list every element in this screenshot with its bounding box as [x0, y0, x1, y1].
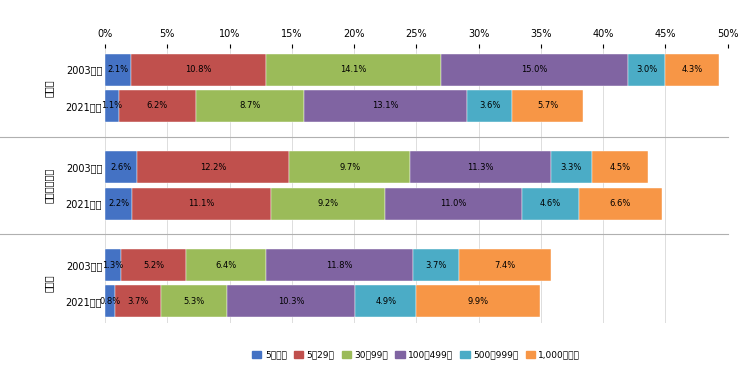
Bar [512, 90, 583, 122]
Text: 7.4%: 7.4% [494, 260, 515, 270]
Bar [227, 285, 356, 318]
Bar [304, 90, 467, 122]
Bar [105, 285, 115, 318]
Bar [133, 188, 271, 220]
Text: 11.1%: 11.1% [188, 199, 214, 208]
Bar [458, 249, 550, 281]
Text: 3.3%: 3.3% [560, 163, 582, 172]
Text: 0.8%: 0.8% [99, 297, 121, 306]
Bar [131, 53, 266, 86]
Text: 9.2%: 9.2% [317, 199, 338, 208]
Text: 2.2%: 2.2% [108, 199, 129, 208]
Text: 3.0%: 3.0% [636, 65, 657, 74]
Text: 13.1%: 13.1% [373, 101, 399, 111]
Bar [122, 249, 186, 281]
Bar [105, 90, 118, 122]
Bar [441, 53, 628, 86]
Text: 9.7%: 9.7% [339, 163, 360, 172]
Text: 11.3%: 11.3% [467, 163, 494, 172]
Text: 5.2%: 5.2% [143, 260, 164, 270]
Text: 1.1%: 1.1% [101, 101, 122, 111]
Text: 4.9%: 4.9% [375, 297, 396, 306]
Text: 11.0%: 11.0% [440, 199, 466, 208]
Text: 8.7%: 8.7% [239, 101, 261, 111]
Bar [416, 285, 539, 318]
Bar [386, 188, 522, 220]
Bar [186, 249, 266, 281]
Bar [413, 249, 458, 281]
Text: 3.7%: 3.7% [128, 297, 148, 306]
Text: 短大・専門卒: 短大・専門卒 [44, 168, 54, 203]
Text: 4.6%: 4.6% [540, 199, 561, 208]
Text: 14.1%: 14.1% [340, 65, 367, 74]
Bar [356, 285, 416, 318]
Bar [105, 249, 122, 281]
Text: 高校卒: 高校卒 [44, 79, 54, 96]
Text: 4.3%: 4.3% [682, 65, 703, 74]
Text: 12.2%: 12.2% [200, 163, 226, 172]
Bar [628, 53, 665, 86]
Text: 11.8%: 11.8% [326, 260, 352, 270]
Text: 5.7%: 5.7% [537, 101, 558, 111]
Bar [105, 151, 137, 183]
Text: 2.6%: 2.6% [110, 163, 132, 172]
Bar [118, 90, 196, 122]
Bar [550, 151, 592, 183]
Text: 10.8%: 10.8% [185, 65, 211, 74]
Bar [592, 151, 648, 183]
Legend: 5人未満, 5～29人, 30～99人, 100～499人, 500～999人, 1,000人以上: 5人未満, 5～29人, 30～99人, 100～499人, 500～999人,… [250, 348, 583, 362]
Text: 2.1%: 2.1% [107, 65, 129, 74]
Bar [105, 53, 131, 86]
Bar [522, 188, 579, 220]
Bar [271, 188, 386, 220]
Bar [105, 188, 133, 220]
Bar [115, 285, 161, 318]
Bar [579, 188, 662, 220]
Bar [290, 151, 410, 183]
Bar [161, 285, 227, 318]
Text: 3.7%: 3.7% [424, 260, 446, 270]
Bar [665, 53, 718, 86]
Text: 10.3%: 10.3% [278, 297, 304, 306]
Text: 1.3%: 1.3% [103, 260, 124, 270]
Text: 6.6%: 6.6% [610, 199, 631, 208]
Bar [266, 53, 441, 86]
Text: 15.0%: 15.0% [521, 65, 548, 74]
Text: 6.2%: 6.2% [147, 101, 168, 111]
Text: 3.6%: 3.6% [479, 101, 500, 111]
Text: 6.4%: 6.4% [215, 260, 236, 270]
Text: 9.9%: 9.9% [467, 297, 488, 306]
Text: 5.3%: 5.3% [184, 297, 205, 306]
Bar [467, 90, 512, 122]
Bar [196, 90, 304, 122]
Bar [137, 151, 290, 183]
Text: 4.5%: 4.5% [609, 163, 630, 172]
Bar [410, 151, 550, 183]
Text: 大学卒: 大学卒 [44, 275, 54, 292]
Bar [266, 249, 413, 281]
